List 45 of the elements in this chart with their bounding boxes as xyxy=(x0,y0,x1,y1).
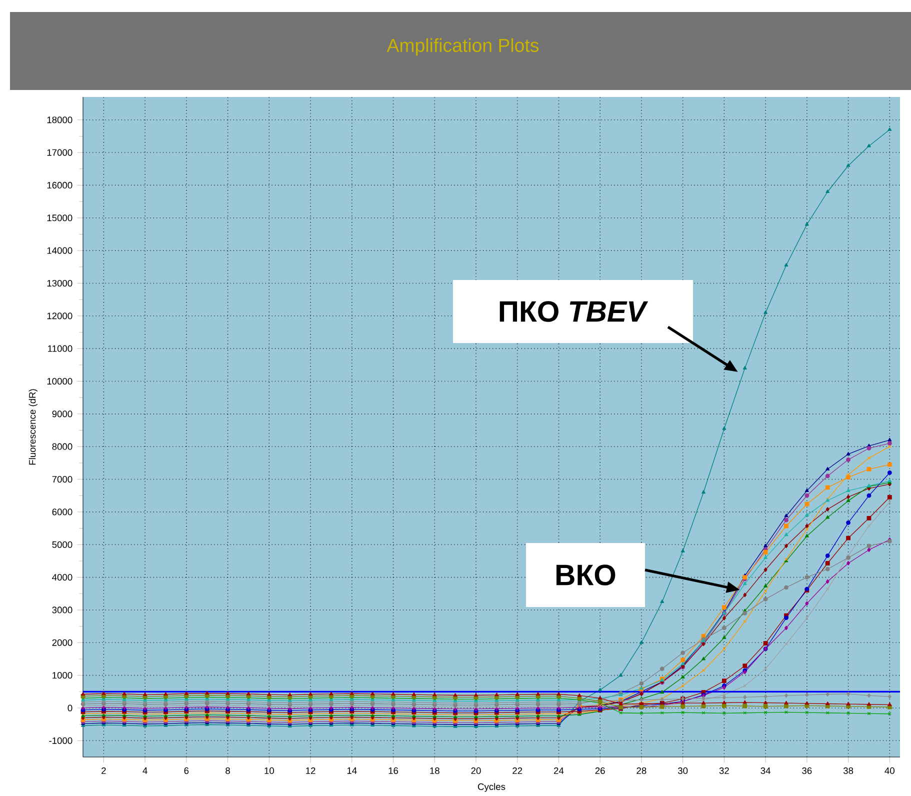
x-tick-label: 2 xyxy=(102,767,106,774)
x-tick-label: 22 xyxy=(512,767,522,774)
y-tick-label: 10000 xyxy=(47,378,72,384)
x-tick-label: 40 xyxy=(884,767,894,774)
x-tick-label: 12 xyxy=(306,767,316,774)
annotation: ПКО TBEV xyxy=(500,300,648,322)
y-tick-label: 1000 xyxy=(52,672,72,678)
y-tick-label: 3000 xyxy=(52,606,72,614)
x-tick-label: 36 xyxy=(802,767,812,774)
y-tick-label: 4000 xyxy=(52,574,72,580)
y-tick-label: 5000 xyxy=(52,541,72,548)
x-tick-label: 38 xyxy=(843,767,854,774)
x-tick-label: 24 xyxy=(554,767,564,774)
chart-title: Amplification Plots xyxy=(386,38,539,56)
annotation: ВКО xyxy=(556,564,616,586)
x-tick-label: 30 xyxy=(678,767,688,774)
x-axis-title: Cycles xyxy=(478,783,506,792)
x-tick-label: 20 xyxy=(471,767,481,774)
x-tick-label: 8 xyxy=(226,767,230,774)
y-tick-label: 17000 xyxy=(47,149,72,156)
x-tick-label: 16 xyxy=(388,767,398,774)
x-tick-label: 34 xyxy=(760,767,770,774)
x-tick-label: 4 xyxy=(142,767,148,774)
y-tick-label: 18000 xyxy=(47,116,72,124)
y-tick-label: 16000 xyxy=(47,182,72,188)
y-tick-label: 9000 xyxy=(52,410,72,418)
y-tick-label: 6000 xyxy=(52,508,72,516)
y-tick-label: 11000 xyxy=(48,345,72,352)
x-tick-label: 14 xyxy=(347,767,357,774)
y-tick-label: 13000 xyxy=(47,280,72,286)
y-axis-title: Fluorescence (dR) xyxy=(28,389,38,464)
x-tick-label: 26 xyxy=(595,767,605,774)
x-tick-label: 32 xyxy=(719,767,729,774)
y-tick-label: 12000 xyxy=(47,312,72,320)
y-tick-label: 0 xyxy=(68,704,72,712)
y-tick-label: 14000 xyxy=(47,247,72,254)
y-tick-label: 2000 xyxy=(52,639,72,646)
x-tick-label: 10 xyxy=(264,767,274,774)
x-tick-label: 18 xyxy=(430,767,440,774)
y-tick-label: -1000 xyxy=(49,737,72,744)
y-tick-label: 8000 xyxy=(52,443,72,450)
y-tick-label: 7000 xyxy=(52,476,72,482)
x-tick-label: 28 xyxy=(636,767,646,774)
x-tick-label: 6 xyxy=(184,767,189,774)
y-tick-label: 15000 xyxy=(47,214,72,222)
